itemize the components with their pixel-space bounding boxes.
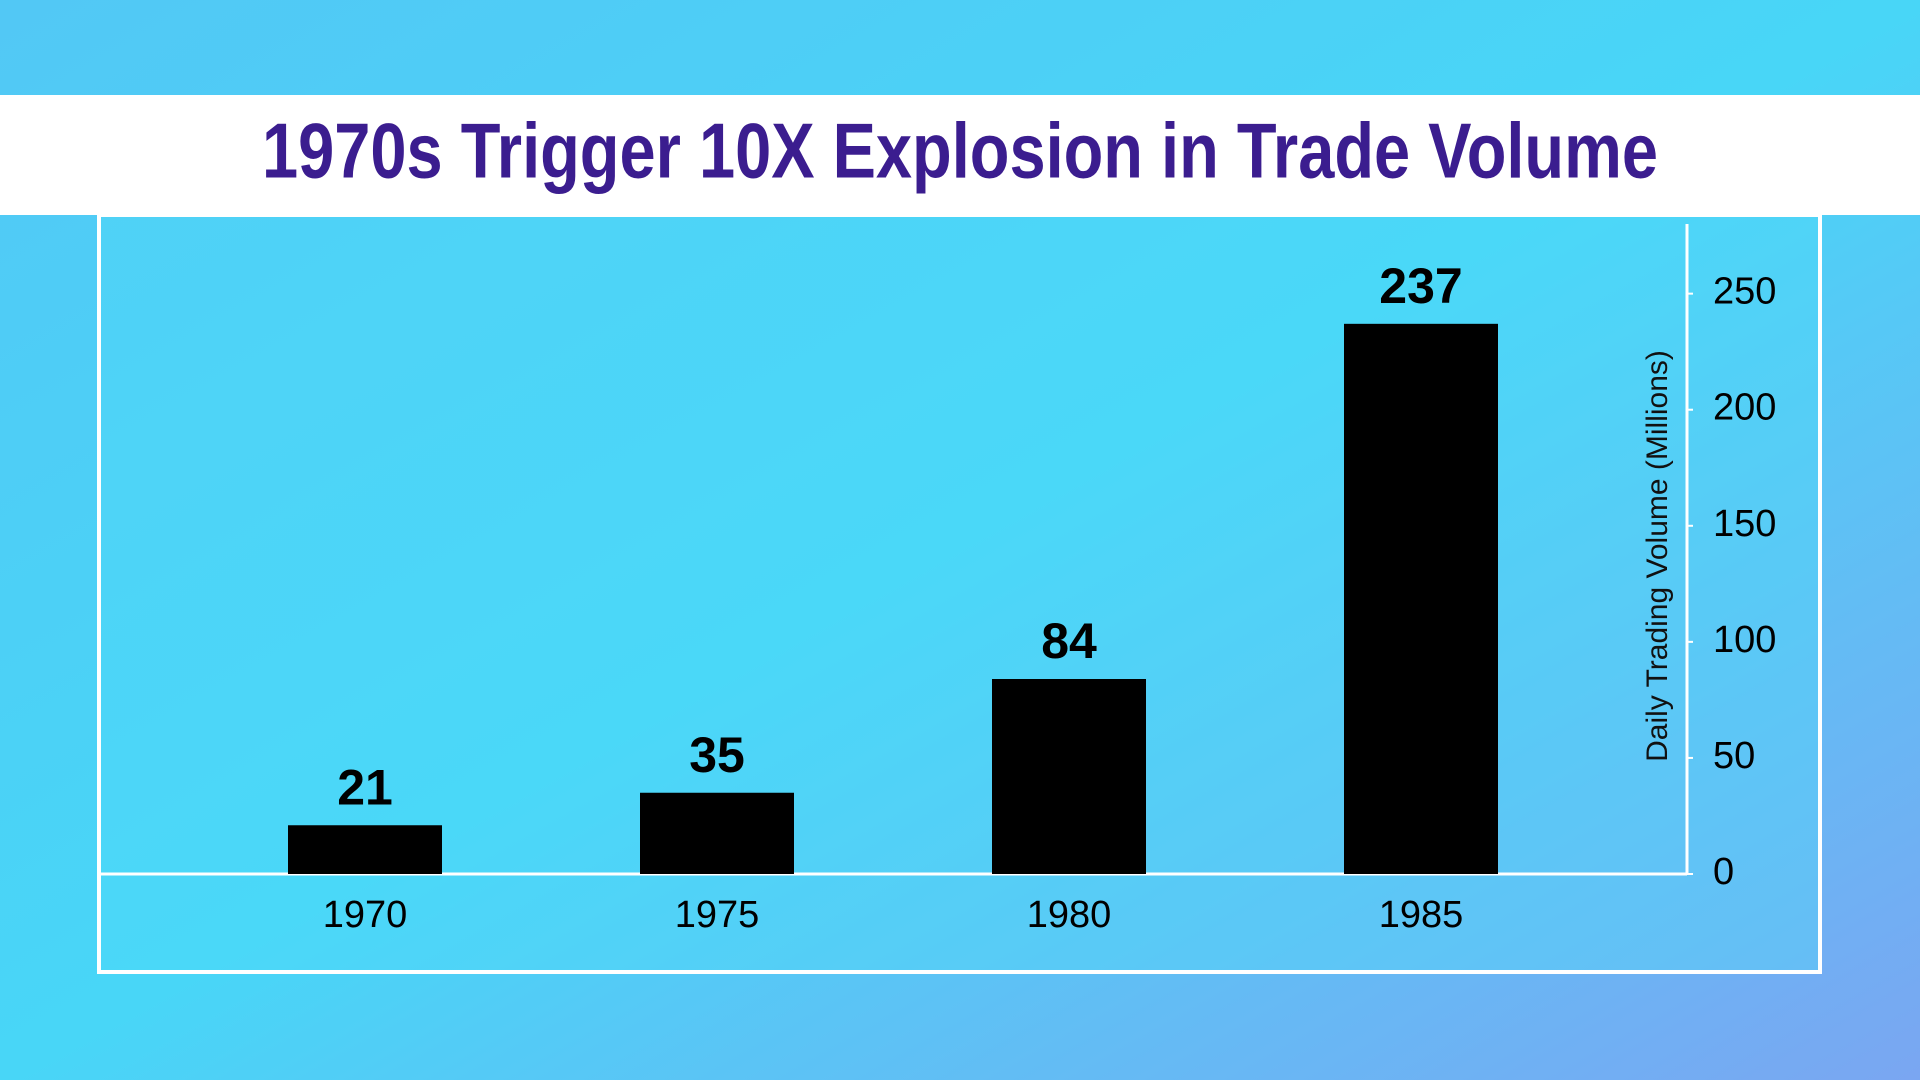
y-tick-label: 250 [1713,271,1776,313]
value-label: 237 [1379,258,1462,314]
value-label: 35 [689,727,745,783]
y-tick-label: 150 [1713,503,1776,545]
y-tick-label: 200 [1713,387,1776,429]
y-tick-label: 50 [1713,735,1755,777]
bar [1344,323,1498,875]
y-tick-label: 0 [1713,851,1734,893]
value-label: 21 [337,759,393,815]
title-band [0,95,1920,215]
bar [992,679,1146,874]
bar [288,825,442,874]
chart-title: 1970s Trigger 10X Explosion in Trade Vol… [262,107,1658,195]
x-tick-label: 1970 [323,894,408,936]
x-tick-label: 1975 [675,894,760,936]
x-tick-label: 1985 [1379,894,1464,936]
y-axis-label: Daily Trading Volume (Millions) [1641,350,1674,762]
x-tick-label: 1980 [1027,894,1112,936]
y-tick-label: 100 [1713,619,1776,661]
value-label: 84 [1041,613,1097,669]
bar [640,792,794,874]
